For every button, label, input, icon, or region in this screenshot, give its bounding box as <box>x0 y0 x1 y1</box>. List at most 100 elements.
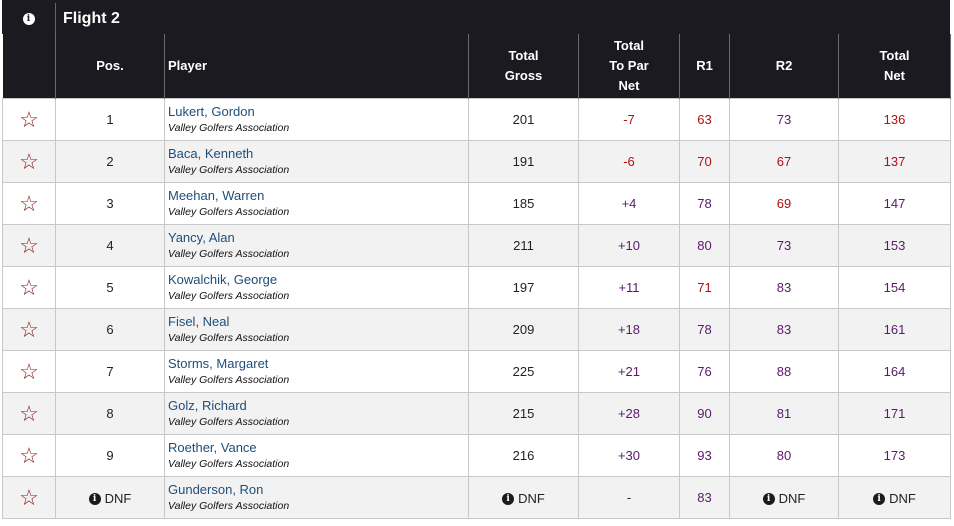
net-cell: 136 <box>838 98 951 141</box>
total-net-header-line1: Total <box>879 48 910 63</box>
table-row[interactable]: ☆ 5 Kowalchik, George Valley Golfers Associ… <box>2 266 951 309</box>
player-cell: Kowalchik, George Valley Golfers Associat… <box>164 266 469 309</box>
gross-cell: i DNF <box>468 476 579 519</box>
player-cell: Meehan, Warren Valley Golfers Association <box>164 182 469 225</box>
pos-col-header[interactable]: Pos. <box>55 34 165 99</box>
table-row[interactable]: ☆ 6 Fisel, Neal Valley Golfers Association 2… <box>2 308 951 351</box>
star-icon[interactable]: ☆ <box>19 358 39 384</box>
player-cell: Fisel, Neal Valley Golfers Association <box>164 308 469 351</box>
table-row[interactable]: ☆ 3 Meehan, Warren Valley Golfers Associati… <box>2 182 951 225</box>
leaderboard-table: Pos. Player Total Gross Total To Par Net… <box>2 34 951 519</box>
player-name-link[interactable]: Baca, Kenneth <box>168 145 254 161</box>
r1-cell: 63 <box>679 98 730 141</box>
player-col-header[interactable]: Player <box>164 34 469 99</box>
player-club: Valley Golfers Association <box>168 289 290 302</box>
star-icon[interactable]: ☆ <box>19 400 39 426</box>
star-icon[interactable]: ☆ <box>19 274 39 300</box>
net-cell: 161 <box>838 308 951 351</box>
r1-cell: 93 <box>679 434 730 477</box>
total-gross-header-line1: Total <box>508 48 539 63</box>
r2-cell: 69 <box>729 182 839 225</box>
r1-cell: 70 <box>679 140 730 183</box>
info-icon[interactable]: i <box>762 492 775 505</box>
gross-cell: 191 <box>468 140 579 183</box>
star-icon[interactable]: ☆ <box>19 484 39 510</box>
flight-info-cell[interactable]: i <box>2 3 56 34</box>
table-row[interactable]: ☆ 7 Storms, Margaret Valley Golfers Associa… <box>2 350 951 393</box>
info-icon[interactable]: i <box>502 492 515 505</box>
table-row[interactable]: ☆ 8 Golz, Richard Valley Golfers Associatio… <box>2 392 951 435</box>
pos-cell: 6 <box>55 308 165 351</box>
r2-cell: 83 <box>729 308 839 351</box>
table-row[interactable]: ☆ i DNF Gunderson, Ron Valley Golfers Associ… <box>2 476 951 519</box>
net-cell-value: 171 <box>883 406 906 421</box>
star-icon[interactable]: ☆ <box>19 442 39 468</box>
table-row[interactable]: ☆ 9 Roether, Vance Valley Golfers Associati… <box>2 434 951 477</box>
r1-col-header[interactable]: R1 <box>679 34 730 99</box>
player-club: Valley Golfers Association <box>168 205 290 218</box>
table-row[interactable]: ☆ 1 Lukert, Gordon Valley Golfers Associati… <box>2 98 951 141</box>
star-icon[interactable]: ☆ <box>19 190 39 216</box>
net-cell: 153 <box>838 224 951 267</box>
table-row[interactable]: ☆ 4 Yancy, Alan Valley Golfers Association 2… <box>2 224 951 267</box>
gross-cell: 216 <box>468 434 579 477</box>
to-par-col-header[interactable]: Total To Par Net <box>578 34 680 99</box>
to-par-cell: -7 <box>578 98 680 141</box>
player-cell: Roether, Vance Valley Golfers Association <box>164 434 469 477</box>
info-icon[interactable]: i <box>873 492 886 505</box>
favorite-cell: ☆ <box>2 140 56 183</box>
player-name-link[interactable]: Gunderson, Ron <box>168 481 264 497</box>
player-name-link[interactable]: Lukert, Gordon <box>168 103 255 119</box>
to-par-cell: +30 <box>578 434 680 477</box>
pos-cell-value: DNF <box>104 491 132 507</box>
net-cell: 154 <box>838 266 951 309</box>
favorite-cell: ☆ <box>2 350 56 393</box>
player-name-link[interactable]: Golz, Richard <box>168 397 247 413</box>
player-name-link[interactable]: Storms, Margaret <box>168 355 269 371</box>
player-name-link[interactable]: Meehan, Warren <box>168 187 265 203</box>
dnf-indicator[interactable]: i DNF <box>88 491 132 507</box>
player-name-link[interactable]: Yancy, Alan <box>168 229 235 245</box>
player-name-link[interactable]: Kowalchik, George <box>168 271 278 287</box>
r2-cell-value: 67 <box>776 154 792 169</box>
info-icon[interactable]: i <box>88 492 101 505</box>
player-name-link[interactable]: Fisel, Neal <box>168 313 230 329</box>
table-row[interactable]: ☆ 2 Baca, Kenneth Valley Golfers Associatio… <box>2 140 951 183</box>
r2-col-header[interactable]: R2 <box>729 34 839 99</box>
player-cell: Gunderson, Ron Valley Golfers Association <box>164 476 469 519</box>
star-icon[interactable]: ☆ <box>19 106 39 132</box>
r1-cell: 71 <box>679 266 730 309</box>
to-par-cell: +21 <box>578 350 680 393</box>
r2-cell: 83 <box>729 266 839 309</box>
net-cell: 173 <box>838 434 951 477</box>
r1-cell-value: 63 <box>697 112 712 127</box>
leaderboard-rows: ☆ 1 Lukert, Gordon Valley Golfers Associati… <box>2 98 951 519</box>
r2-cell-value: 80 <box>776 448 792 463</box>
net-cell-value: DNF <box>889 491 916 507</box>
dnf-indicator[interactable]: i DNF <box>873 491 916 506</box>
info-icon[interactable]: i <box>22 12 35 25</box>
star-icon[interactable]: ☆ <box>19 316 39 342</box>
to-par-cell-value: +21 <box>617 364 641 379</box>
to-par-header-line2: To Par <box>609 58 649 73</box>
r1-cell-value: 78 <box>697 322 712 337</box>
dnf-indicator[interactable]: i DNF <box>502 491 545 506</box>
to-par-cell: +10 <box>578 224 680 267</box>
r2-cell-value: 73 <box>776 238 792 253</box>
net-cell-value: 154 <box>883 280 906 295</box>
star-icon[interactable]: ☆ <box>19 148 39 174</box>
to-par-cell: +18 <box>578 308 680 351</box>
star-icon[interactable]: ☆ <box>19 232 39 258</box>
flight-header-bar: i Flight 2 <box>2 0 950 34</box>
to-par-cell-value: +4 <box>621 196 637 211</box>
dnf-indicator[interactable]: i DNF <box>762 491 805 506</box>
r1-cell-value: 80 <box>697 238 712 253</box>
total-net-col-header[interactable]: Total Net <box>838 34 951 99</box>
player-club: Valley Golfers Association <box>168 247 290 260</box>
r1-cell-value: 71 <box>697 280 712 295</box>
player-name-link[interactable]: Roether, Vance <box>168 439 257 455</box>
net-cell: 171 <box>838 392 951 435</box>
favorite-cell: ☆ <box>2 98 56 141</box>
r1-cell: 90 <box>679 392 730 435</box>
total-gross-col-header[interactable]: Total Gross <box>468 34 579 99</box>
